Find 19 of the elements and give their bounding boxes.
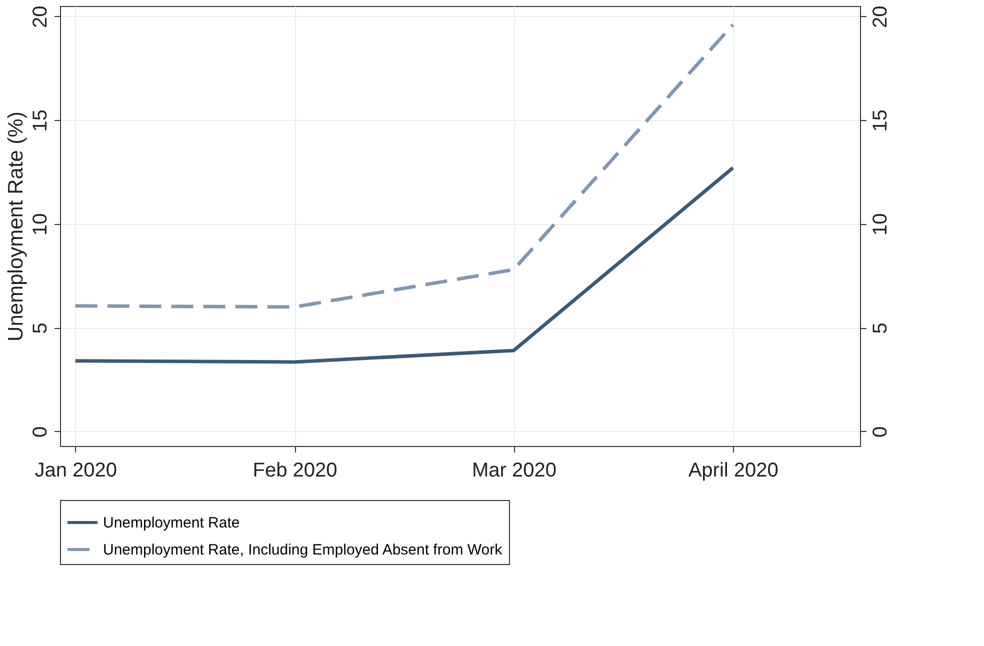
y2-tick-label: 15: [870, 110, 892, 132]
y-tick-label: 10: [30, 213, 52, 236]
legend-label: Unemployment Rate: [103, 514, 240, 532]
y2-tick-label: 20: [870, 6, 892, 28]
y-tick-label: 0: [30, 426, 52, 438]
y-axis-title: Unemployment Rate (%): [4, 112, 28, 342]
y2-tick-label: 10: [870, 213, 892, 236]
x-tick-label: April 2020: [688, 460, 778, 482]
x-tick-label: Jan 2020: [34, 460, 117, 482]
x-tick-label: Mar 2020: [472, 460, 556, 482]
legend-label: Unemployment Rate, Including Employed Absent from Work: [103, 542, 503, 558]
y-tick-label: 15: [30, 110, 52, 132]
y2-tick-label: 5: [870, 322, 892, 334]
line-series: [74, 22, 735, 309]
x-tick-label: Feb 2020: [252, 460, 338, 482]
y-tick-label: 20: [30, 6, 52, 28]
y-tick-label: 5: [30, 322, 52, 334]
y2-tick-label: 0: [870, 426, 892, 438]
line-series: [74, 166, 735, 364]
